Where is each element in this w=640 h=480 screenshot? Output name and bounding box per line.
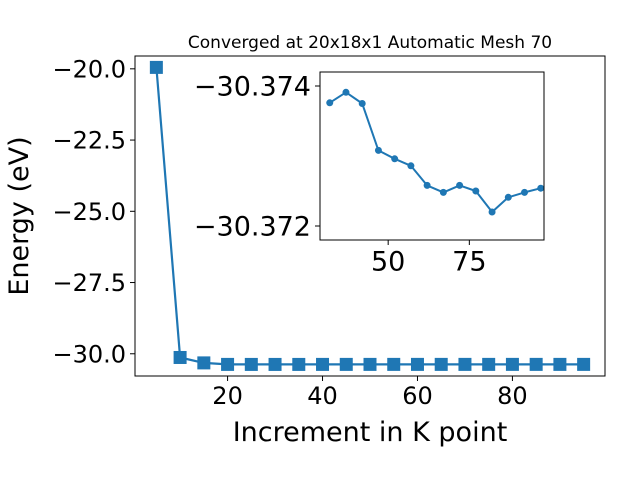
- inset-y-tick-label: −30.374: [194, 72, 311, 103]
- inset-x-tick-label: 50: [371, 247, 405, 278]
- main-data-point: [244, 357, 258, 371]
- inset-data-point: [326, 99, 334, 107]
- main-data-point: [434, 357, 448, 371]
- inset-data-point: [358, 100, 366, 107]
- main-data-point: [221, 357, 235, 371]
- inset-data-point: [504, 193, 512, 201]
- main-data-point: [553, 357, 567, 371]
- main-y-tick-label: −30.0: [52, 340, 126, 368]
- chart-title: Converged at 20x18x1 Automatic Mesh 70: [188, 33, 552, 53]
- main-data-point: [316, 357, 330, 371]
- inset-data-point: [374, 146, 382, 154]
- main-data-point: [173, 350, 187, 364]
- y-axis-label: Energy (eV): [4, 136, 35, 295]
- inset-y-tick-label: −30.372: [194, 212, 311, 243]
- inset-x-ticks: 50 75: [371, 240, 487, 278]
- main-data-point: [149, 60, 163, 74]
- inset-data-point: [456, 181, 464, 189]
- main-x-tick-label: 80: [497, 382, 528, 410]
- inset-y-ticks: −30.374 −30.372: [194, 72, 320, 243]
- main-y-tick-label: −25.0: [52, 198, 126, 226]
- main-x-ticks: 20 40 60 80: [212, 376, 528, 410]
- main-x-tick-label: 60: [402, 382, 433, 410]
- main-data-point: [482, 357, 496, 371]
- main-plot-content: [149, 60, 591, 371]
- inset-data-point: [472, 187, 480, 195]
- inset-series-line: [329, 91, 542, 213]
- main-data-point: [363, 357, 377, 371]
- inset-data-point: [439, 188, 447, 196]
- x-axis-label: Increment in K point: [233, 417, 508, 448]
- inset-data-point: [391, 155, 399, 163]
- inset-data-point: [407, 162, 415, 170]
- main-y-ticks: −20.0 −22.5 −25.0 −27.5 −30.0: [52, 55, 135, 368]
- main-data-point: [292, 357, 306, 371]
- main-data-point: [268, 357, 282, 371]
- main-data-point: [339, 357, 353, 371]
- main-data-point: [458, 357, 472, 371]
- main-data-point: [505, 357, 519, 371]
- main-data-point: [197, 356, 211, 370]
- main-y-tick-label: −22.5: [52, 127, 126, 155]
- inset-data-point: [342, 88, 350, 96]
- inset-plot-frame: [319, 71, 545, 241]
- main-plot-frame: [134, 55, 606, 377]
- main-data-point: [387, 357, 401, 371]
- main-data-point: [529, 357, 543, 371]
- inset-data-point: [488, 208, 496, 216]
- main-x-tick-label: 40: [307, 382, 338, 410]
- main-data-point: [577, 357, 591, 371]
- inset-plot-content: [326, 88, 545, 216]
- main-y-tick-label: −27.5: [52, 269, 126, 297]
- inset-x-tick-label: 75: [452, 247, 486, 278]
- inset-data-point: [537, 184, 545, 192]
- inset-data-point: [521, 188, 529, 196]
- main-data-point: [410, 357, 424, 371]
- inset-data-point: [423, 181, 431, 189]
- main-y-tick-label: −20.0: [52, 55, 126, 83]
- main-x-tick-label: 20: [212, 382, 243, 410]
